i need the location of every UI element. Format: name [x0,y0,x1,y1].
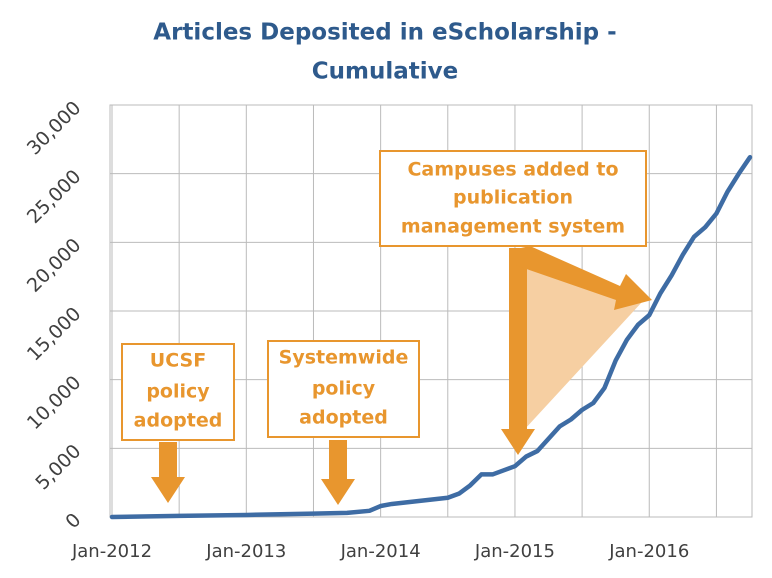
annotation-arrow [501,248,535,455]
annotation-text: Campuses added to [407,159,618,181]
y-tick-label: 15,000 [23,303,86,366]
annotation-arrow [321,440,355,505]
data-line [109,154,753,520]
annotation-text: management system [401,216,625,238]
y-tick-label: 25,000 [23,166,86,229]
y-tick-label: 30,000 [23,97,86,160]
annotation-text: UCSF [150,350,206,372]
annotation-arrow [512,246,652,310]
arrow-shade [524,258,642,430]
annotation-arrow [151,442,185,503]
annotation-text: publication [453,187,573,209]
annotation-text: policy [146,381,210,403]
annotation-text: Systemwide [279,347,409,369]
x-tick-label: Jan-2013 [205,541,286,562]
annotation-text: adopted [134,410,223,432]
annotation-text: adopted [299,407,388,429]
x-tick-label: Jan-2016 [608,541,689,562]
y-tick-label: 20,000 [23,234,86,297]
x-tick-label: Jan-2015 [474,541,555,562]
annotation-box [121,343,235,441]
y-tick-label: 10,000 [23,372,86,435]
chart-title: Articles Deposited in eScholarship - [153,20,616,46]
chart-title: Cumulative [312,59,458,85]
annotation-text: policy [312,378,376,400]
y-tick-label: 0 [61,509,85,533]
x-tick-label: Jan-2014 [340,541,421,562]
y-tick-label: 5,000 [31,440,85,494]
annotation-box [379,150,647,247]
x-tick-label: Jan-2012 [71,541,152,562]
annotation-box [267,340,420,438]
